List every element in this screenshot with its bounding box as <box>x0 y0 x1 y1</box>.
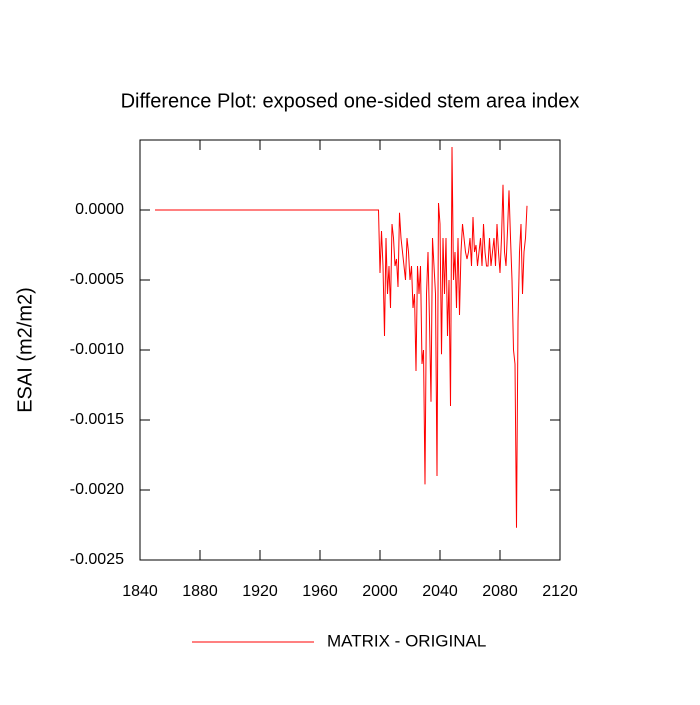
y-tick-label: -0.0025 <box>70 551 124 568</box>
y-tick-label: -0.0020 <box>70 481 124 498</box>
x-tick-label: 1880 <box>182 583 218 600</box>
x-tick-label: 2120 <box>542 583 578 600</box>
legend-label: MATRIX - ORIGINAL <box>327 631 486 650</box>
x-tick-label: 2040 <box>422 583 458 600</box>
y-tick-label: -0.0015 <box>70 411 124 428</box>
plot-frame <box>139 139 561 561</box>
chart-title: Difference Plot: exposed one-sided stem … <box>121 90 580 112</box>
y-tick-label: -0.0005 <box>70 271 124 288</box>
x-tick-label: 2080 <box>482 583 518 600</box>
data-line <box>155 146 528 528</box>
x-tick-label: 1840 <box>122 583 158 600</box>
y-axis-label: ESAI (m2/m2) <box>14 287 36 413</box>
x-tick-label: 1960 <box>302 583 338 600</box>
x-tick-label: 1920 <box>242 583 278 600</box>
x-tick-label: 2000 <box>362 583 398 600</box>
y-tick-label: 0.0000 <box>75 201 124 218</box>
y-tick-label: -0.0010 <box>70 341 124 358</box>
